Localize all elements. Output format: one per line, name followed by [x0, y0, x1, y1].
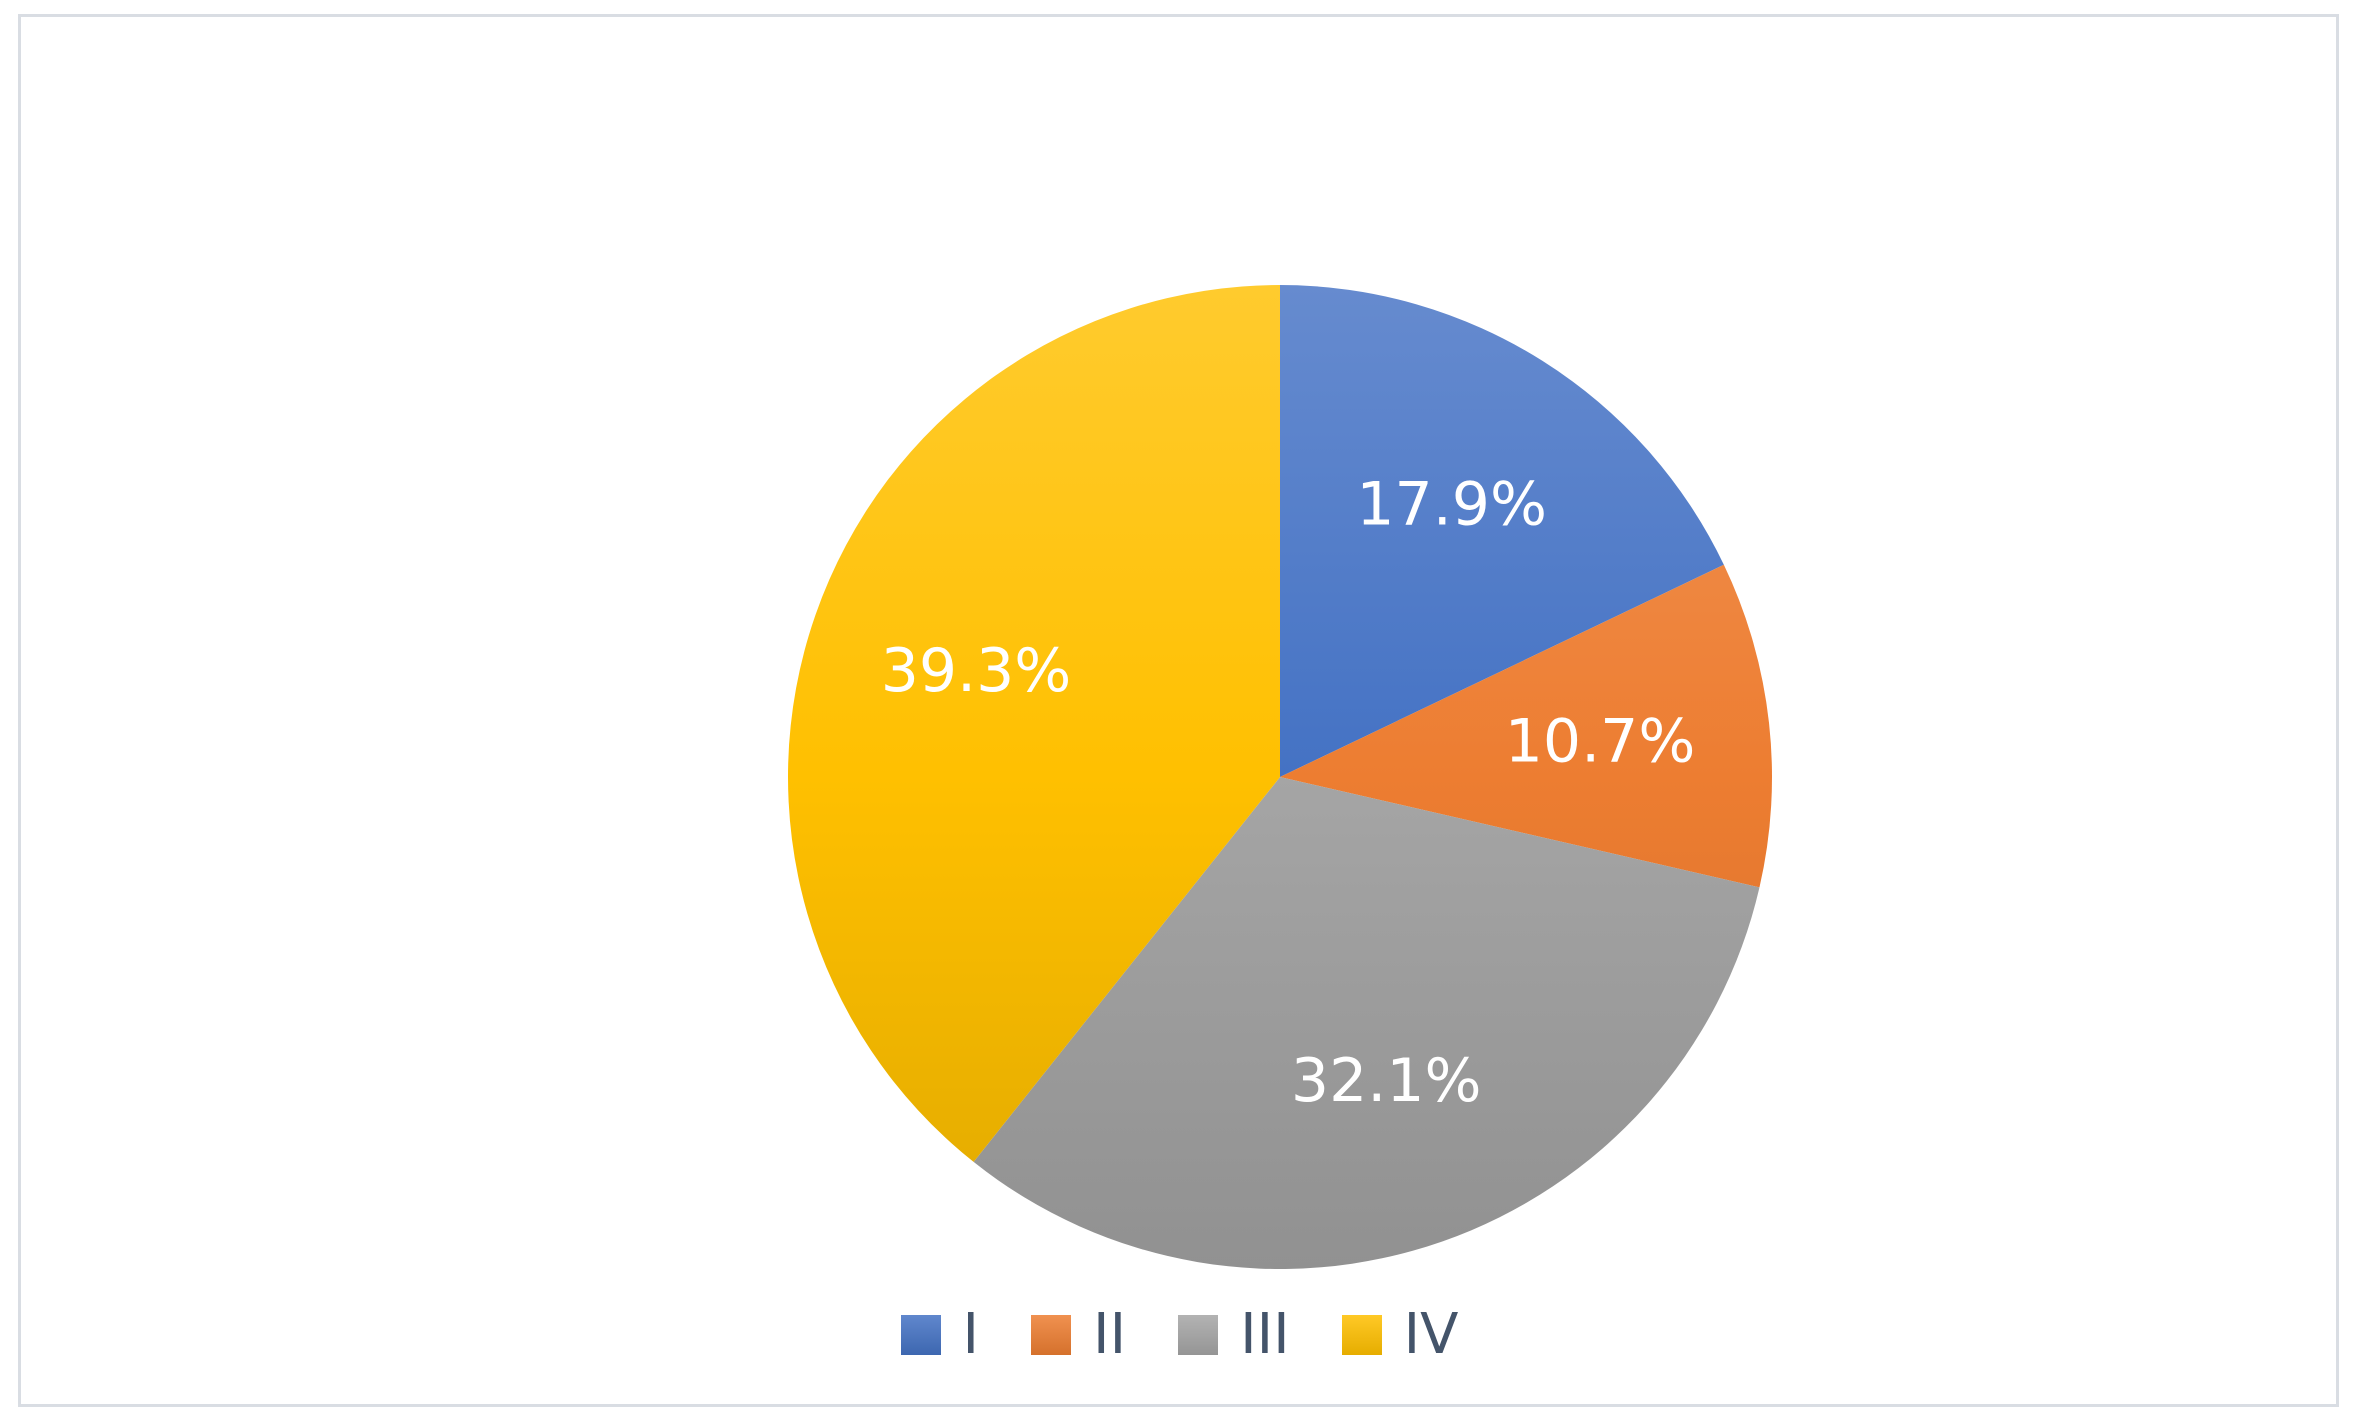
legend-swatch	[900, 1315, 941, 1355]
legend-item-iii: III	[1178, 1307, 1290, 1363]
legend-label: II	[1093, 1302, 1127, 1367]
legend-label: I	[962, 1302, 980, 1367]
legend-label: IV	[1403, 1302, 1459, 1367]
pie-slice-iii	[973, 777, 1760, 1269]
data-label-iv: 39.3%	[881, 636, 1072, 706]
legend-label: III	[1240, 1302, 1290, 1367]
data-label-i: 17.9%	[1356, 470, 1547, 540]
data-label-iii: 32.1%	[1291, 1046, 1482, 1116]
legend-swatch	[1178, 1315, 1219, 1355]
pie-slice-iv	[787, 284, 1280, 1162]
legend: I II III IV	[0, 1300, 2359, 1370]
legend-item-i: I	[900, 1302, 980, 1367]
legend-item-iv: IV	[1341, 1302, 1459, 1367]
data-label-ii: 10.7%	[1505, 707, 1696, 777]
legend-item-ii: II	[1031, 1307, 1126, 1363]
pie-slice-i	[1280, 285, 1724, 777]
legend-swatch	[1031, 1315, 1072, 1355]
pie-slice-ii	[1280, 564, 1772, 888]
legend-swatch	[1341, 1315, 1382, 1355]
